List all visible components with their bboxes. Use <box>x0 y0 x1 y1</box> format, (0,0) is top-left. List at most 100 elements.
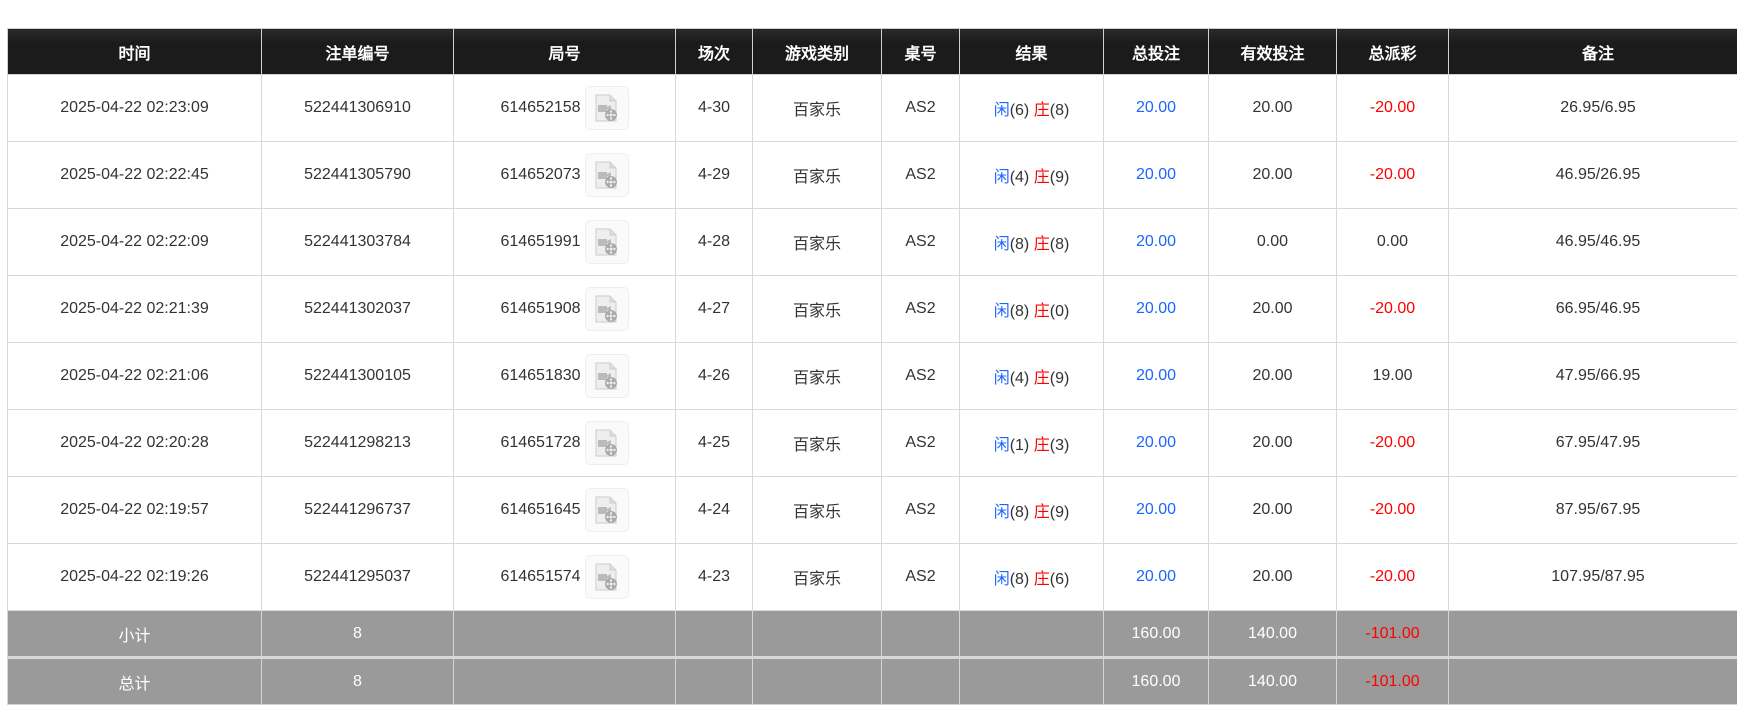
banker-label: 庄 <box>1034 169 1050 186</box>
total-bet-cell: 20.00 <box>1104 75 1209 142</box>
valid-bet-cell: 20.00 <box>1209 410 1337 477</box>
player-score: (4) <box>1010 370 1030 387</box>
time-cell: 2025-04-22 02:21:06 <box>8 343 262 410</box>
empty-cell <box>454 611 676 658</box>
video-replay-icon[interactable] <box>585 287 629 331</box>
shoe-cell: 4-24 <box>676 477 753 544</box>
player-label: 闲 <box>994 303 1010 320</box>
payout-cell: -20.00 <box>1337 544 1449 611</box>
shoe-cell: 4-23 <box>676 544 753 611</box>
player-label: 闲 <box>994 236 1010 253</box>
time-cell: 2025-04-22 02:21:39 <box>8 276 262 343</box>
empty-cell <box>676 611 753 658</box>
banker-score: (9) <box>1050 504 1070 521</box>
remark-cell: 47.95/66.95 <box>1449 343 1737 410</box>
empty-cell <box>1449 611 1737 658</box>
video-replay-icon[interactable] <box>585 421 629 465</box>
banker-label: 庄 <box>1034 236 1050 253</box>
result-cell: 闲(6) 庄(8) <box>960 75 1104 142</box>
shoe-cell: 4-29 <box>676 142 753 209</box>
payout-cell: -20.00 <box>1337 276 1449 343</box>
player-label: 闲 <box>994 571 1010 588</box>
player-label: 闲 <box>994 370 1010 387</box>
round-number: 614651574 <box>500 568 580 585</box>
bet-id-cell: 522441295037 <box>262 544 454 611</box>
empty-cell <box>960 658 1104 705</box>
video-replay-icon[interactable] <box>585 354 629 398</box>
total-bet-cell: 20.00 <box>1104 477 1209 544</box>
remark-cell: 46.95/46.95 <box>1449 209 1737 276</box>
column-header-result: 结果 <box>960 29 1104 75</box>
valid-bet-cell: 20.00 <box>1209 75 1337 142</box>
video-replay-icon[interactable] <box>585 488 629 532</box>
player-score: (4) <box>1010 169 1030 186</box>
column-header-total-bet: 总投注 <box>1104 29 1209 75</box>
payout-cell: 19.00 <box>1337 343 1449 410</box>
round-cell: 614652158 <box>454 75 676 142</box>
result-cell: 闲(1) 庄(3) <box>960 410 1104 477</box>
result-cell: 闲(8) 庄(0) <box>960 276 1104 343</box>
grand-total-row: 总计 8 160.00 140.00 -101.00 <box>8 658 1737 705</box>
shoe-cell: 4-27 <box>676 276 753 343</box>
table-no-cell: AS2 <box>882 544 960 611</box>
shoe-cell: 4-26 <box>676 343 753 410</box>
video-replay-icon[interactable] <box>585 153 629 197</box>
table-row: 2025-04-22 02:23:09 522441306910 6146521… <box>8 75 1737 142</box>
round-number: 614651645 <box>500 501 580 518</box>
total-bet-cell: 20.00 <box>1104 544 1209 611</box>
video-replay-icon[interactable] <box>585 555 629 599</box>
empty-cell <box>960 611 1104 658</box>
empty-cell <box>753 658 882 705</box>
table-row: 2025-04-22 02:20:28 522441298213 6146517… <box>8 410 1737 477</box>
total-bet-cell: 20.00 <box>1104 209 1209 276</box>
result-cell: 闲(8) 庄(9) <box>960 477 1104 544</box>
player-score: (8) <box>1010 303 1030 320</box>
total-bet-cell: 20.00 <box>1104 343 1209 410</box>
round-number: 614651728 <box>500 434 580 451</box>
round-number: 614651908 <box>500 300 580 317</box>
column-header-time: 时间 <box>8 29 262 75</box>
empty-cell <box>676 658 753 705</box>
table-row: 2025-04-22 02:21:39 522441302037 6146519… <box>8 276 1737 343</box>
time-cell: 2025-04-22 02:22:45 <box>8 142 262 209</box>
round-cell: 614651574 <box>454 544 676 611</box>
table-row: 2025-04-22 02:19:26 522441295037 6146515… <box>8 544 1737 611</box>
shoe-cell: 4-28 <box>676 209 753 276</box>
player-score: (6) <box>1010 102 1030 119</box>
column-header-remark: 备注 <box>1449 29 1737 75</box>
table-row: 2025-04-22 02:22:09 522441303784 6146519… <box>8 209 1737 276</box>
table-row: 2025-04-22 02:22:45 522441305790 6146520… <box>8 142 1737 209</box>
table-no-cell: AS2 <box>882 343 960 410</box>
column-header-valid-bet: 有效投注 <box>1209 29 1337 75</box>
time-cell: 2025-04-22 02:22:09 <box>8 209 262 276</box>
round-number: 614651830 <box>500 367 580 384</box>
video-replay-icon[interactable] <box>585 220 629 264</box>
table-row: 2025-04-22 02:21:06 522441300105 6146518… <box>8 343 1737 410</box>
table-no-cell: AS2 <box>882 477 960 544</box>
empty-cell <box>454 658 676 705</box>
bet-id-cell: 522441302037 <box>262 276 454 343</box>
banker-label: 庄 <box>1034 370 1050 387</box>
remark-cell: 66.95/46.95 <box>1449 276 1737 343</box>
column-header-round: 局号 <box>454 29 676 75</box>
payout-cell: -20.00 <box>1337 410 1449 477</box>
total-bet-cell: 20.00 <box>1104 142 1209 209</box>
player-score: (8) <box>1010 571 1030 588</box>
remark-cell: 46.95/26.95 <box>1449 142 1737 209</box>
video-replay-icon[interactable] <box>585 86 629 130</box>
bet-id-cell: 522441303784 <box>262 209 454 276</box>
table-no-cell: AS2 <box>882 276 960 343</box>
column-header-shoe: 场次 <box>676 29 753 75</box>
payout-cell: -20.00 <box>1337 142 1449 209</box>
player-score: (1) <box>1010 437 1030 454</box>
game-type-cell: 百家乐 <box>753 276 882 343</box>
player-score: (8) <box>1010 504 1030 521</box>
player-label: 闲 <box>994 504 1010 521</box>
round-cell: 614652073 <box>454 142 676 209</box>
valid-bet-cell: 20.00 <box>1209 544 1337 611</box>
game-type-cell: 百家乐 <box>753 142 882 209</box>
time-cell: 2025-04-22 02:20:28 <box>8 410 262 477</box>
total-bet-sum: 160.00 <box>1104 611 1209 658</box>
game-type-cell: 百家乐 <box>753 209 882 276</box>
player-label: 闲 <box>994 169 1010 186</box>
